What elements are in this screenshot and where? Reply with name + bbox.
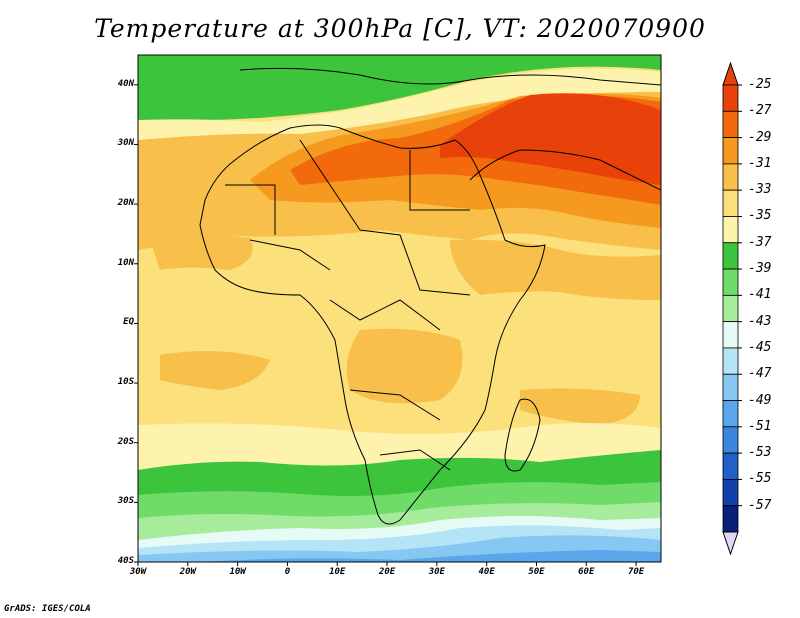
colorbar-top-arrow <box>722 61 739 86</box>
colorbar-tick-label: -35 <box>748 208 772 224</box>
colorbar-tick-label: -31 <box>748 155 772 171</box>
tropical-patch-south <box>160 351 270 390</box>
colorbar-tick-label: -27 <box>748 103 772 119</box>
lon-tick-label: 30E <box>428 567 445 577</box>
lon-tick-label: 60E <box>578 567 595 577</box>
colorbar-swatch <box>722 110 739 138</box>
lon-tick-label: 50E <box>528 567 545 577</box>
tropical-patch-west <box>150 234 253 270</box>
coastlines <box>199 67 661 525</box>
lat-tick-label: 20S <box>117 436 134 447</box>
colorbar-tick-label: -33 <box>748 182 772 198</box>
lat-tick-label: 30S <box>117 496 134 507</box>
colorbar-tick-label: -25 <box>748 77 772 92</box>
colorbar-swatch <box>722 426 739 454</box>
colorbar-tick-label: -57 <box>748 497 772 513</box>
map-border <box>137 54 662 563</box>
temperature-field <box>138 55 661 562</box>
lon-tick-label: 20W <box>179 567 196 577</box>
colorbar-tick-label: -29 <box>748 129 772 145</box>
lon-tick-label: 10E <box>329 567 346 577</box>
south-band-49 <box>200 550 661 562</box>
colorbar-swatch <box>722 373 739 401</box>
warm-core-25 <box>440 93 661 185</box>
lat-tick-label: EQ <box>123 317 134 328</box>
tropical-patch-se <box>520 388 640 425</box>
lat-tick-label: 40N <box>117 78 134 89</box>
colorbar-swatch <box>722 84 739 112</box>
colorbar-swatch <box>722 505 739 533</box>
colorbar-swatch <box>722 294 739 323</box>
lon-tick-label: 0 <box>284 567 291 577</box>
colorbar-tick-label: -47 <box>748 366 772 382</box>
colorbar-swatch <box>722 242 739 270</box>
north-cool-band <box>138 55 661 125</box>
colorbar-swatch <box>722 347 739 375</box>
colorbar-tick-label: -39 <box>748 261 772 277</box>
colorbar-swatch <box>722 268 739 296</box>
colorbar-tick-label: -51 <box>748 418 772 434</box>
colorbar-tick-label: -41 <box>748 287 772 303</box>
colorbar-swatch <box>722 321 739 349</box>
lon-tick-label: 10W <box>229 567 246 577</box>
credit-label: GrADS: IGES/COLA <box>4 604 91 614</box>
colorbar-tick-label: -37 <box>748 234 772 250</box>
colorbar-bottom-arrow <box>722 531 739 556</box>
tropical-patch-east <box>450 239 661 300</box>
colorbar-tick-label: -55 <box>748 471 772 487</box>
north-light-band <box>138 68 661 140</box>
colorbar-tick-label: -43 <box>748 313 772 329</box>
lat-tick-label: 10S <box>117 377 134 388</box>
colorbar-swatch <box>722 479 739 507</box>
lon-tick-label: 70E <box>627 567 645 577</box>
colorbar-tick-label: -49 <box>748 392 772 408</box>
lon-tick-label: 20E <box>378 567 396 577</box>
colorbar-swatch <box>722 163 739 191</box>
colorbar-tick-label: -45 <box>748 339 772 355</box>
lat-tick-label: 40S <box>117 556 134 566</box>
colorbar-swatch <box>722 137 739 165</box>
lat-tick-label: 20N <box>117 198 134 209</box>
lat-tick-label: 10N <box>117 257 134 268</box>
colorbar-tick-label: -53 <box>748 445 772 461</box>
colorbar-swatch <box>722 452 739 480</box>
colorbar-swatch <box>722 216 739 244</box>
map-title: Temperature at 300hPa [C], VT: 202007090… <box>94 14 706 43</box>
colorbar-swatch <box>722 189 739 217</box>
colorbar-swatch <box>722 400 739 428</box>
lon-tick-label: 30W <box>129 567 147 577</box>
lon-tick-label: 40E <box>478 567 495 577</box>
axis-ticks <box>134 84 637 566</box>
lat-tick-label: 30N <box>117 138 134 149</box>
tropical-patch-central <box>346 328 463 404</box>
